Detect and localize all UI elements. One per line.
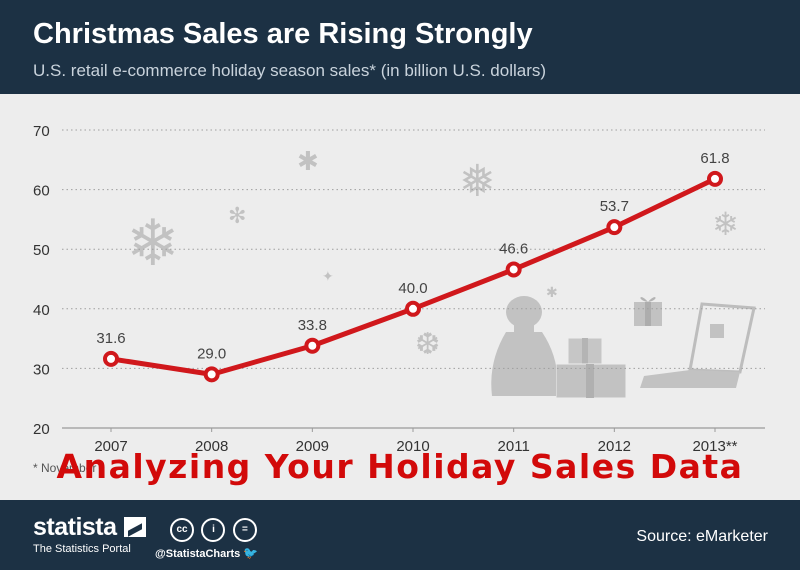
data-point — [304, 337, 321, 354]
data-point — [203, 366, 220, 383]
x-tick-label: 2010 — [396, 438, 429, 455]
overlay-headline: Analyzing Your Holiday Sales Data — [56, 447, 744, 486]
tagline: The Statistics Portal — [33, 543, 131, 555]
line-chart: 20 30 40 50 60 70 2007 2008 2009 2010 2011 2012 2013… — [33, 123, 765, 455]
data-label: 31.6 — [96, 330, 125, 347]
plot-area: ❄ ✱ ✻ ✦ ❅ ❆ ❄ ✱ 20 30 40 50 60 70 2007 2008 2009… — [0, 94, 800, 500]
data-point — [103, 350, 119, 367]
data-point — [707, 170, 723, 187]
twitter-handle[interactable]: @StatistaCharts 🐦 — [155, 546, 258, 560]
y-tick-label: 30 — [33, 361, 50, 378]
data-label: 61.8 — [700, 150, 729, 167]
footnote: * November — [33, 461, 97, 475]
data-label: 46.6 — [499, 240, 528, 257]
data-point — [405, 300, 421, 317]
x-tick-label: 2009 — [296, 438, 329, 455]
statista-flag-icon — [124, 517, 146, 537]
x-tick-label: 2007 — [94, 438, 127, 455]
creative-commons-icons[interactable]: cc i = — [170, 518, 260, 542]
y-tick-label: 70 — [33, 123, 50, 140]
gift-box-icon — [634, 297, 662, 326]
snowflake-icon: ✦ — [322, 269, 334, 285]
data-label: 29.0 — [197, 345, 226, 362]
gift-sack-icon — [491, 296, 558, 396]
cc-icon: cc — [170, 518, 194, 542]
twitter-bird-icon: 🐦 — [243, 546, 259, 560]
snowflake-icon: ✻ — [228, 204, 247, 229]
y-tick-label: 20 — [33, 421, 50, 438]
snowflake-icon: ❆ — [415, 327, 441, 362]
statista-logo[interactable]: statista — [33, 513, 117, 541]
y-tick-label: 50 — [33, 242, 50, 259]
gift-box-icon — [556, 337, 627, 398]
y-tick-label: 60 — [33, 183, 50, 200]
chart-subtitle: U.S. retail e-commerce holiday season sa… — [33, 61, 547, 80]
laptop-icon — [640, 302, 756, 388]
y-tick-label: 40 — [33, 302, 50, 319]
data-label: 53.7 — [600, 198, 629, 215]
source-label: Source: eMarketer — [636, 528, 768, 545]
footer: statista The Statistics Portal cc i = @S… — [0, 500, 800, 570]
x-tick-label: 2008 — [195, 438, 228, 455]
snowflake-icon: ✱ — [297, 147, 319, 177]
chart-title: Christmas Sales are Rising Strongly — [33, 18, 533, 50]
attribution-icon: i — [201, 518, 226, 542]
snowflake-icon: ✱ — [546, 285, 558, 301]
data-label: 40.0 — [398, 280, 427, 297]
data-point — [606, 219, 623, 236]
chart-header: Christmas Sales are Rising Strongly U.S.… — [0, 0, 800, 94]
x-tick-label: 2012 — [598, 438, 631, 455]
twitter-handle-text: @StatistaCharts — [155, 548, 241, 560]
snowflake-icon: ❄ — [126, 207, 180, 281]
x-tick-label: 2011 — [498, 438, 530, 455]
snowflake-icon: ❅ — [459, 156, 496, 207]
data-label: 33.8 — [298, 317, 327, 334]
no-derivatives-icon: = — [232, 518, 257, 542]
snowflake-icon: ❄ — [712, 205, 739, 243]
data-point — [505, 261, 522, 278]
x-tick-label: 2013** — [692, 438, 737, 455]
